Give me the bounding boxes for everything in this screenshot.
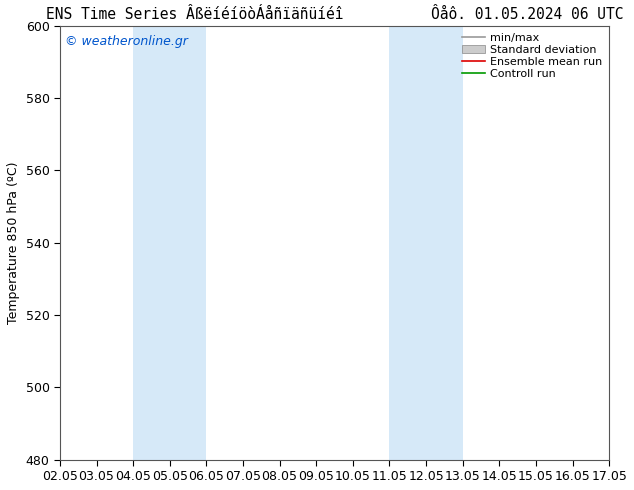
- Bar: [389, 26, 426, 460]
- Bar: [170, 26, 207, 460]
- Title: ENS Time Series ÂßëíéíöòÁåñïäñüíéî          Ôåô. 01.05.2024 06 UTC: ENS Time Series ÂßëíéíöòÁåñïäñüíéî Ôåô. …: [46, 7, 623, 22]
- Bar: [426, 26, 463, 460]
- Y-axis label: Temperature 850 hPa (ºC): Temperature 850 hPa (ºC): [7, 162, 20, 324]
- Legend: min/max, Standard deviation, Ensemble mean run, Controll run: min/max, Standard deviation, Ensemble me…: [458, 28, 607, 84]
- Text: © weatheronline.gr: © weatheronline.gr: [65, 35, 188, 48]
- Bar: [133, 26, 170, 460]
